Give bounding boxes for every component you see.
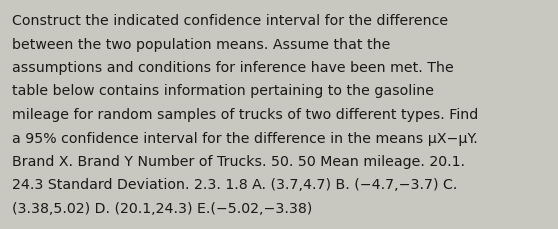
- Text: between the two population means. Assume that the: between the two population means. Assume…: [12, 37, 391, 51]
- Text: 24.3 Standard Deviation. 2.3. 1.8 A. (3.7,4.7) B. (−4.7,−3.7) C.: 24.3 Standard Deviation. 2.3. 1.8 A. (3.…: [12, 178, 458, 192]
- Text: (3.38,5.02) D. (20.1,24.3) E.(−5.02,−3.38): (3.38,5.02) D. (20.1,24.3) E.(−5.02,−3.3…: [12, 201, 312, 215]
- Text: table below contains information pertaining to the gasoline: table below contains information pertain…: [12, 84, 434, 98]
- Text: Construct the indicated confidence interval for the difference: Construct the indicated confidence inter…: [12, 14, 449, 28]
- Text: a 95% confidence interval for the difference in the means μX−μY.: a 95% confidence interval for the differ…: [12, 131, 478, 145]
- Text: assumptions and conditions for inference have been met. The: assumptions and conditions for inference…: [12, 61, 454, 75]
- Text: mileage for random samples of trucks of two different types. Find: mileage for random samples of trucks of …: [12, 108, 479, 121]
- Text: Brand X. Brand Y Number of Trucks. 50. 50 Mean mileage. 20.1.: Brand X. Brand Y Number of Trucks. 50. 5…: [12, 154, 465, 168]
